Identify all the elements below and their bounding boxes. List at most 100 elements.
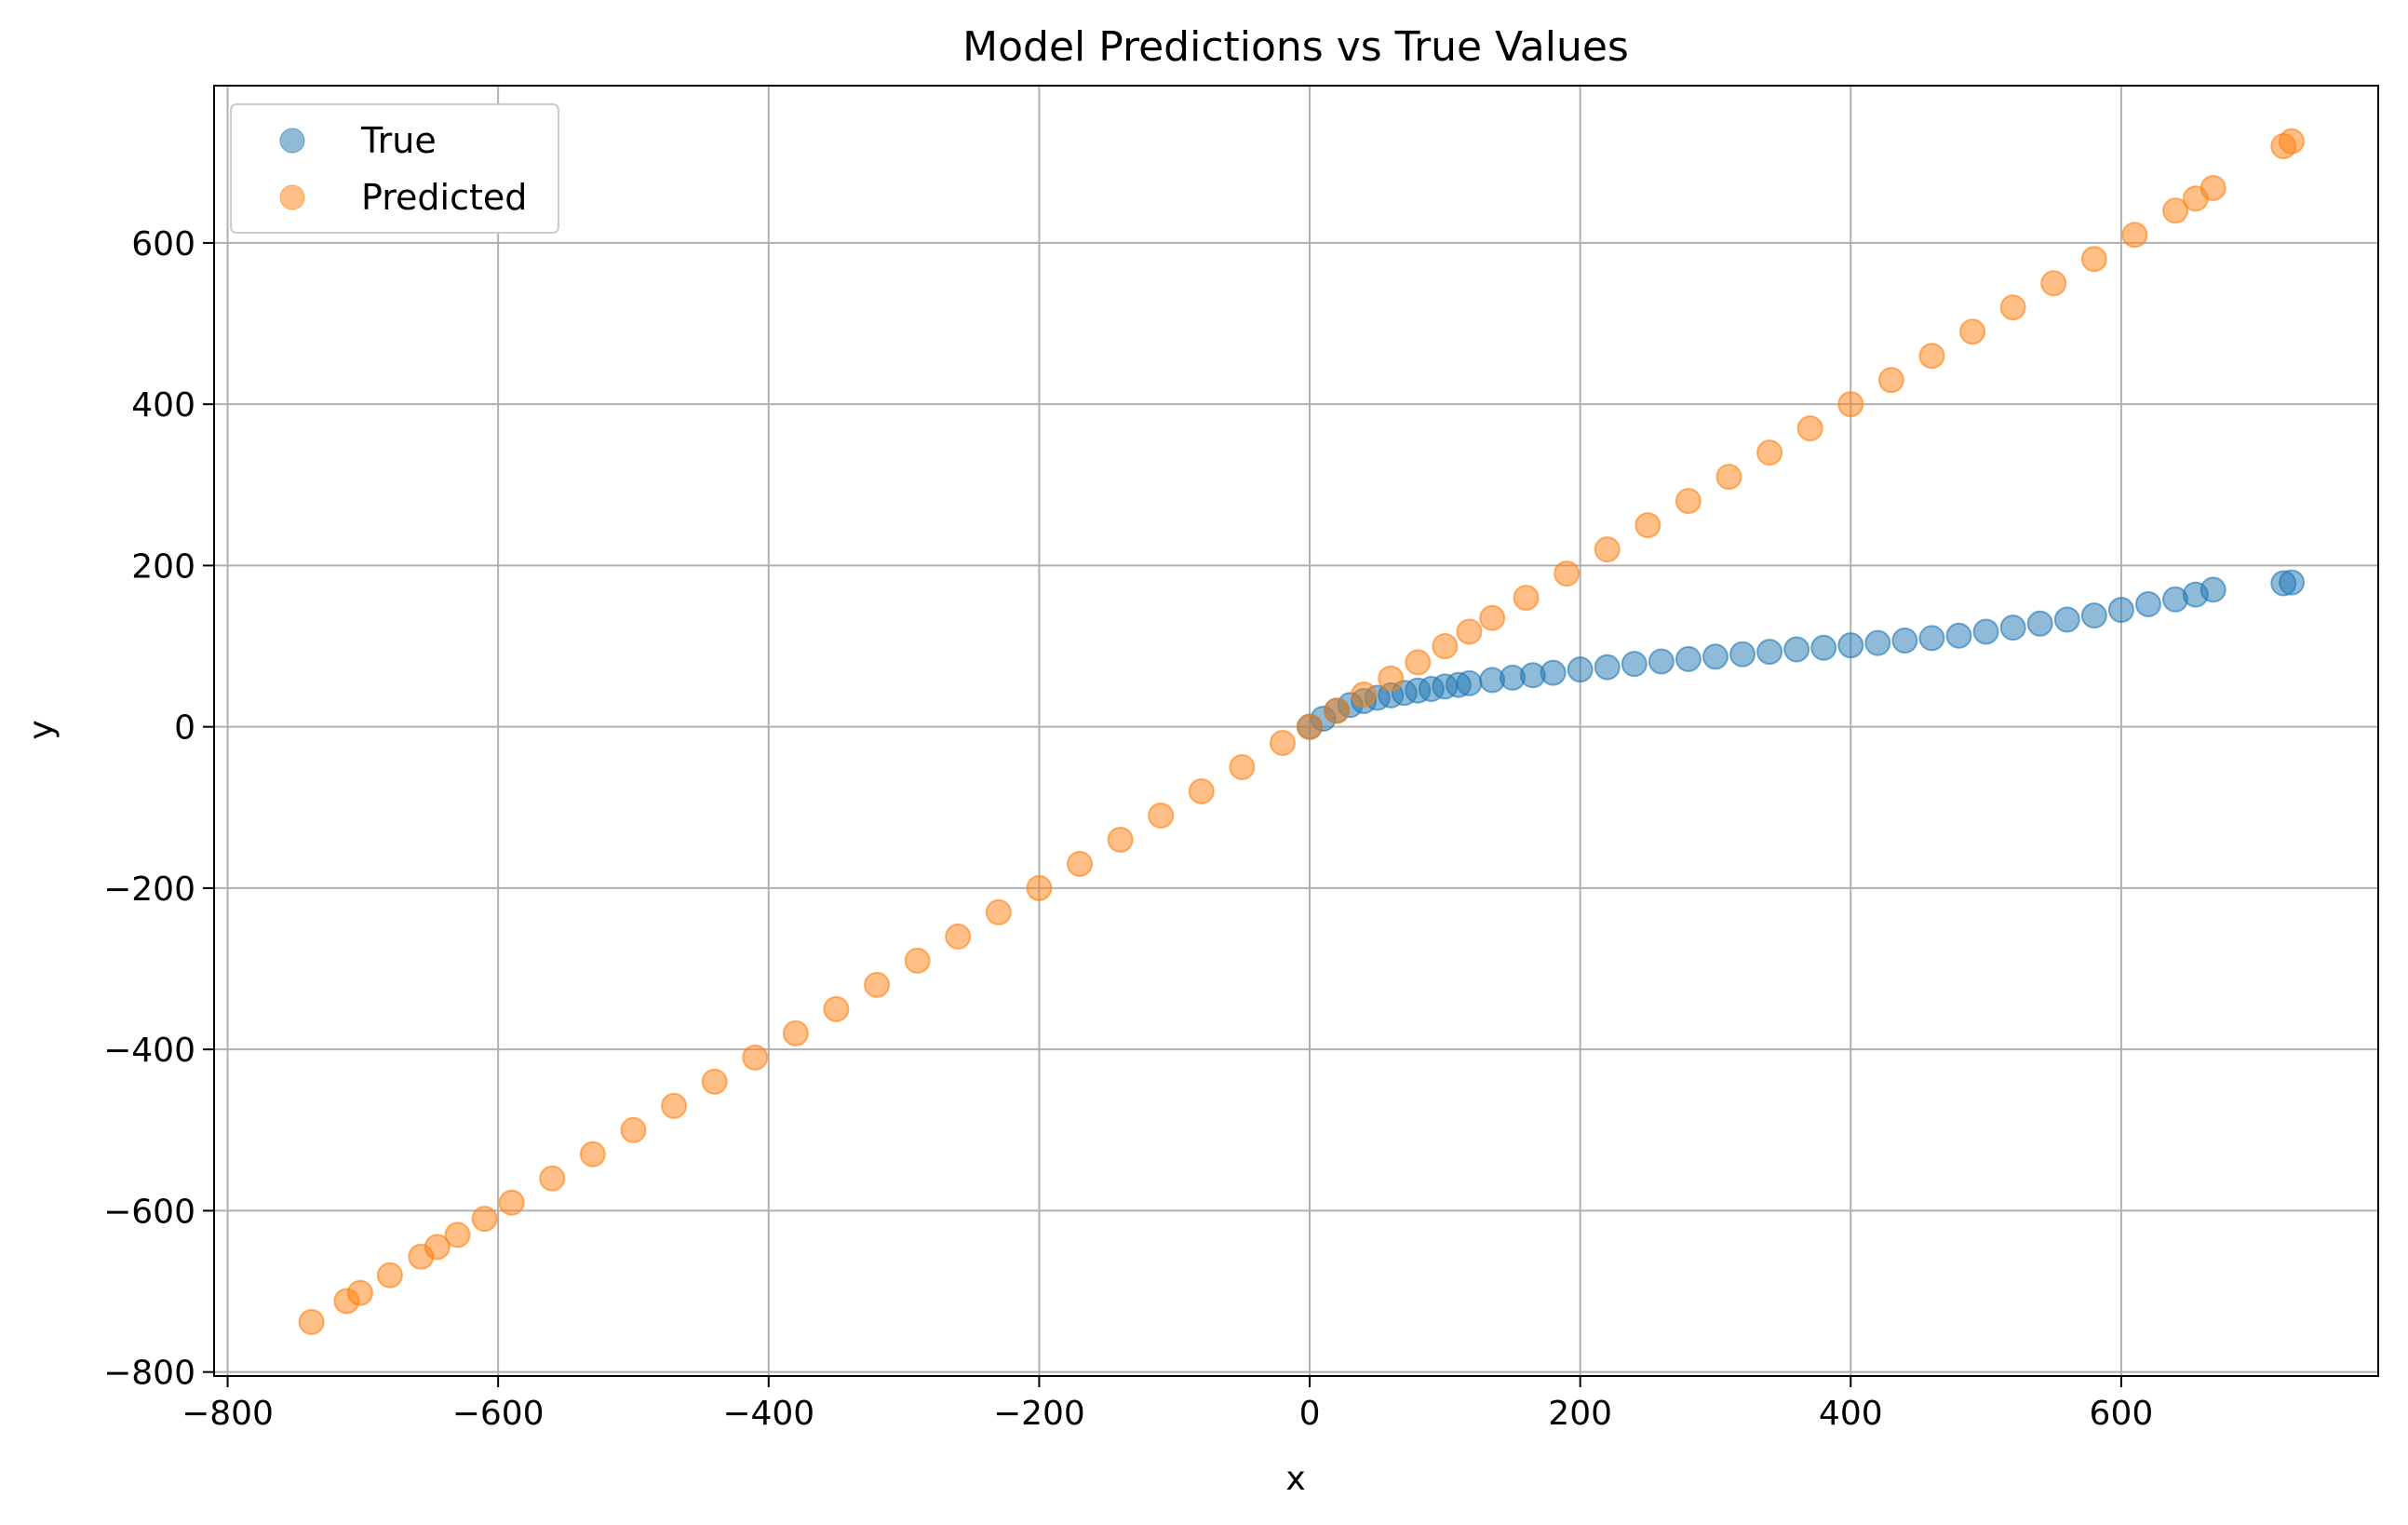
point-true — [1729, 641, 1756, 668]
x-tick-label: 200 — [1548, 1395, 1612, 1433]
point-predicted — [1796, 415, 1823, 442]
y-tick-label: 400 — [131, 386, 195, 425]
y-tick-label: −600 — [103, 1193, 195, 1231]
point-true — [1756, 639, 1783, 666]
point-predicted — [661, 1092, 688, 1119]
point-true — [2080, 602, 2107, 629]
point-predicted — [1107, 826, 1134, 853]
point-true — [2026, 610, 2053, 637]
legend-marker-true — [279, 128, 305, 154]
point-predicted — [346, 1279, 373, 1306]
point-true — [1837, 632, 1864, 659]
grid-lines — [214, 86, 2378, 1376]
point-true — [2279, 569, 2305, 596]
point-true — [1918, 625, 1945, 652]
point-predicted — [1999, 294, 2026, 321]
point-true — [1864, 629, 1891, 656]
point-predicted — [782, 1019, 809, 1046]
point-predicted — [1594, 536, 1621, 563]
data-points — [298, 128, 2305, 1335]
point-predicted — [1634, 512, 1661, 539]
point-predicted — [701, 1068, 728, 1095]
point-predicted — [498, 1189, 525, 1216]
chart-title: Model Predictions vs True Values — [962, 23, 1629, 71]
point-true — [1945, 622, 1972, 649]
point-predicted — [2279, 128, 2305, 155]
x-tick-label: −800 — [182, 1395, 274, 1433]
point-true — [1702, 643, 1729, 670]
point-predicted — [985, 898, 1012, 925]
plot-area-frame — [213, 85, 2379, 1377]
legend-label-predicted: Predicted — [361, 177, 527, 218]
legend-label-true: True — [360, 120, 437, 161]
point-predicted — [1269, 729, 1296, 756]
x-tick-label: 0 — [1299, 1395, 1321, 1433]
point-true — [2107, 597, 2134, 624]
point-true — [1648, 648, 1675, 675]
point-true — [1999, 614, 2026, 641]
point-true — [1972, 618, 1999, 645]
point-predicted — [1067, 850, 1093, 877]
x-tick-label: −400 — [722, 1395, 814, 1433]
y-tick-label: 0 — [174, 709, 195, 748]
point-true — [2053, 606, 2080, 633]
point-predicted — [1026, 874, 1053, 901]
x-axis-label: x — [1285, 1460, 1305, 1498]
point-predicted — [1378, 665, 1405, 692]
point-predicted — [539, 1165, 566, 1192]
axis-ticks: −800 −600 −400 −200 0 200 400 600 −800 −600 −400 −2… — [103, 225, 2153, 1433]
point-predicted — [1351, 682, 1378, 709]
point-predicted — [1229, 753, 1256, 780]
x-tick-label: −200 — [993, 1395, 1085, 1433]
point-predicted — [1148, 802, 1175, 829]
point-predicted — [424, 1234, 451, 1261]
point-true — [1456, 669, 1483, 696]
point-true — [1594, 654, 1621, 681]
point-predicted — [1456, 618, 1483, 645]
point-predicted — [1877, 367, 1904, 394]
point-predicted — [444, 1221, 471, 1248]
point-predicted — [1837, 391, 1864, 418]
series-predicted — [298, 128, 2305, 1335]
point-true — [1810, 634, 1837, 661]
point-predicted — [2080, 246, 2107, 273]
point-predicted — [1432, 633, 1459, 660]
point-predicted — [1297, 713, 1324, 740]
point-predicted — [1513, 585, 1540, 612]
point-predicted — [1756, 439, 1783, 466]
y-tick-label: −200 — [103, 870, 195, 909]
point-predicted — [2162, 197, 2189, 224]
point-predicted — [2040, 270, 2067, 297]
y-tick-label: −400 — [103, 1032, 195, 1070]
point-true — [1567, 656, 1594, 683]
legend-box — [230, 103, 559, 234]
point-predicted — [823, 995, 850, 1022]
point-true — [1621, 651, 1648, 678]
point-predicted — [1715, 464, 1742, 491]
point-true — [1675, 645, 1702, 672]
point-true — [2199, 576, 2226, 603]
y-tick-label: −800 — [103, 1355, 195, 1393]
point-predicted — [1188, 777, 1215, 804]
point-predicted — [1554, 560, 1581, 587]
x-tick-label: −600 — [452, 1395, 545, 1433]
point-predicted — [1405, 649, 1432, 676]
point-predicted — [742, 1044, 769, 1071]
point-true — [1783, 636, 1810, 663]
point-predicted — [1918, 343, 1945, 370]
point-predicted — [2199, 175, 2226, 202]
point-predicted — [620, 1116, 647, 1143]
point-predicted — [1675, 488, 1702, 515]
point-predicted — [471, 1206, 498, 1233]
point-predicted — [298, 1308, 325, 1335]
legend: True Predicted — [230, 103, 559, 234]
point-predicted — [945, 923, 972, 950]
point-predicted — [2121, 222, 2148, 249]
point-predicted — [1959, 318, 1986, 345]
y-axis-label: y — [22, 720, 61, 739]
point-true — [2134, 590, 2161, 617]
x-tick-label: 400 — [1819, 1395, 1883, 1433]
point-predicted — [376, 1262, 403, 1289]
point-true — [1891, 627, 1918, 654]
